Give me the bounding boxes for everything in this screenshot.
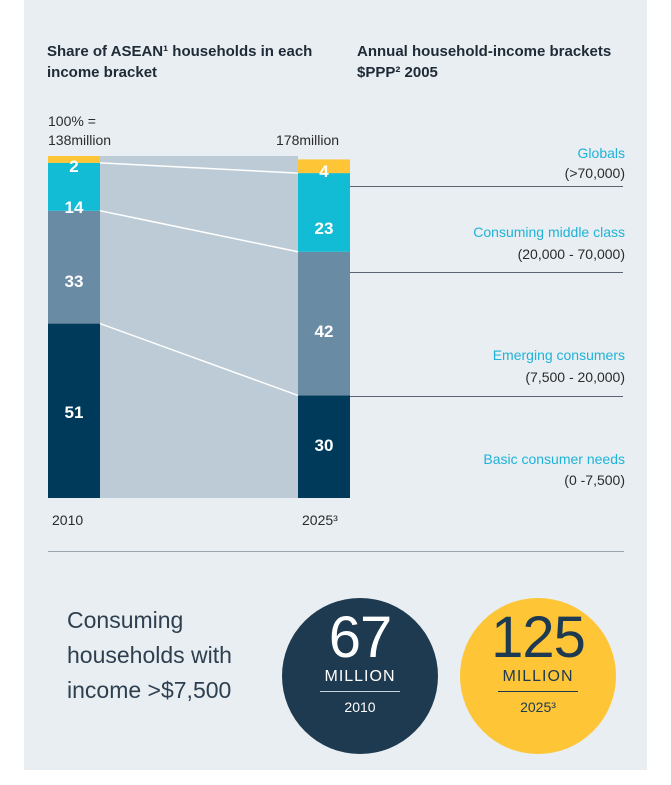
legend-middle-class-range: (20,000 - 70,000): [517, 246, 625, 262]
chart-title-right: Annual household-income brackets $PPP² 2…: [357, 43, 612, 81]
legend-emerging-range: (7,500 - 20,000): [525, 369, 625, 385]
legend-globals-range: (>70,000): [564, 165, 625, 181]
bracket-line-middle-class: [350, 272, 623, 273]
bar-segment-0-2: [48, 162, 100, 211]
circle-2025-divider: [498, 691, 578, 692]
connector-line-2: [99, 209, 299, 253]
bar-segment-0-0: [48, 323, 100, 498]
legend-emerging-name: Emerging consumers: [492, 347, 625, 363]
legend-basic-name: Basic consumer needs: [483, 451, 625, 467]
consuming-households-text: Consuming households with income >$7,500: [67, 607, 232, 703]
connector-line-3: [99, 162, 299, 174]
value-label-2010-basic: 51: [64, 403, 84, 422]
total-label-2010: 138million: [48, 132, 112, 148]
circle-2010-divider: [320, 691, 400, 692]
circle-2025-unit: MILLION: [502, 668, 574, 685]
value-label-2025-basic: 30: [314, 436, 334, 455]
legend-globals-name: Globals: [577, 145, 625, 161]
bar-segment-1-2: [298, 173, 350, 252]
value-label-2025-emerging: 42: [314, 322, 334, 341]
stacked-bar-chart: [48, 156, 350, 498]
value-label-2025-globals: 4: [319, 162, 329, 181]
bar-segment-0-3: [48, 156, 100, 163]
circle-2010-unit: MILLION: [324, 668, 396, 685]
bar-segment-1-1: [298, 251, 350, 396]
value-label-2025-middle-class: 23: [314, 219, 334, 238]
bracket-line-globals: [350, 186, 623, 187]
bracket-line-emerging: [350, 396, 623, 397]
circle-2010-value: 67: [328, 605, 393, 670]
circle-2025-value: 125: [491, 605, 586, 670]
circle-2025-year: 2025³: [520, 699, 556, 715]
bar-segment-0-1: [48, 210, 100, 324]
section-divider: [48, 551, 624, 552]
bar-segment-1-0: [298, 395, 350, 498]
circle-2010-year: 2010: [344, 699, 376, 715]
legend-middle-class-name: Consuming middle class: [473, 224, 625, 240]
bar-segment-1-3: [298, 159, 350, 174]
chart-title-left: Share of ASEAN¹ households in each incom…: [47, 43, 313, 81]
x-tick-2010: 2010: [52, 512, 84, 528]
value-label-2010-globals: 2: [69, 157, 79, 176]
connector-line-1: [99, 322, 299, 397]
value-label-2010-emerging: 33: [64, 272, 84, 291]
total-label-percent: 100% =: [48, 113, 96, 129]
connector-band: [100, 156, 298, 498]
x-tick-2025: 2025³: [302, 512, 338, 528]
value-label-2010-middle-class: 14: [64, 198, 84, 217]
legend-basic-range: (0 -7,500): [564, 472, 625, 488]
circle-2025: 125 MILLION 2025³: [460, 598, 616, 754]
circle-2010: 67 MILLION 2010: [282, 598, 438, 754]
total-label-2025: 178million: [276, 132, 340, 148]
